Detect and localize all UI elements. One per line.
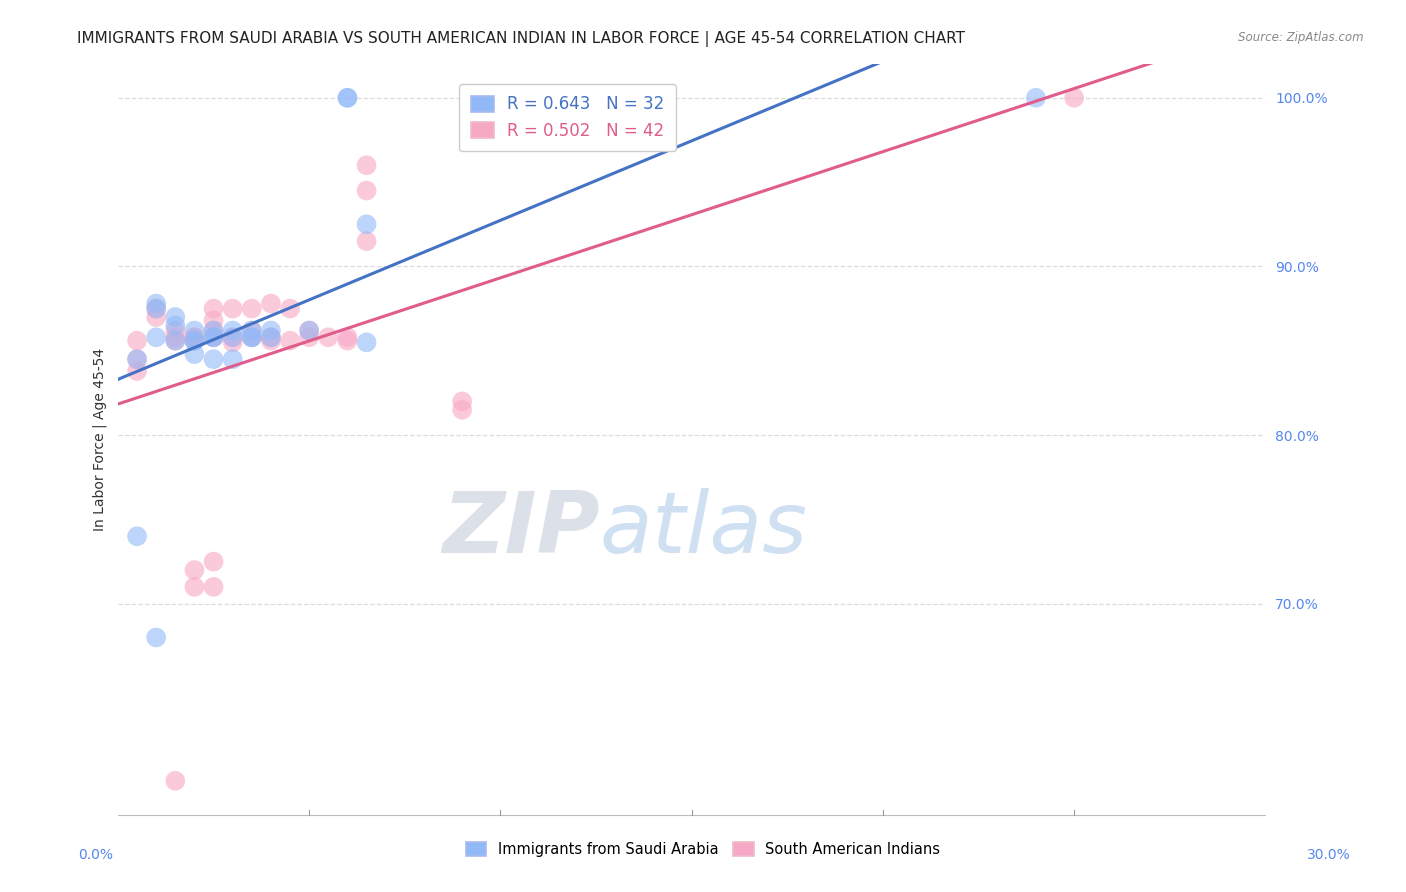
Point [298,330,321,344]
Point [125,529,148,543]
Point [356,335,378,350]
Point [202,324,225,338]
Point [356,234,378,248]
Point [183,334,205,348]
Point [165,334,187,348]
Point [125,352,148,367]
Text: ZIP: ZIP [443,488,600,571]
Point [240,330,263,344]
Point [356,158,378,172]
Point [451,394,474,409]
Point [202,330,225,344]
Legend: Immigrants from Saudi Arabia, South American Indians: Immigrants from Saudi Arabia, South Amer… [460,836,946,863]
Point [202,324,225,338]
Text: 0.0%: 0.0% [79,847,112,862]
Point [202,352,225,367]
Point [643,91,665,105]
Point [260,330,283,344]
Point [165,330,187,344]
Point [145,296,167,310]
Point [145,301,167,316]
Point [451,402,474,417]
Point [260,296,283,310]
Point [318,330,340,344]
Point [202,330,225,344]
Point [240,301,263,316]
Point [202,301,225,316]
Point [336,334,359,348]
Point [165,318,187,333]
Point [145,631,167,645]
Point [298,324,321,338]
Text: IMMIGRANTS FROM SAUDI ARABIA VS SOUTH AMERICAN INDIAN IN LABOR FORCE | AGE 45-54: IMMIGRANTS FROM SAUDI ARABIA VS SOUTH AM… [77,31,966,47]
Point [221,324,243,338]
Point [336,91,359,105]
Text: atlas: atlas [600,488,808,571]
Point [125,334,148,348]
Point [278,301,301,316]
Point [240,324,263,338]
Point [145,301,167,316]
Point [260,330,283,344]
Text: Source: ZipAtlas.com: Source: ZipAtlas.com [1239,31,1364,45]
Point [221,352,243,367]
Point [221,335,243,350]
Point [260,334,283,348]
Point [260,324,283,338]
Point [336,91,359,105]
Point [221,330,243,344]
Point [165,773,187,788]
Point [202,555,225,569]
Point [183,324,205,338]
Point [1025,91,1047,105]
Point [221,301,243,316]
Point [356,217,378,231]
Point [183,347,205,361]
Point [125,364,148,378]
Point [202,330,225,344]
Point [183,330,205,344]
Point [278,334,301,348]
Point [1063,91,1085,105]
Point [165,334,187,348]
Legend: R = 0.643   N = 32, R = 0.502   N = 42: R = 0.643 N = 32, R = 0.502 N = 42 [458,84,676,152]
Point [183,580,205,594]
Point [165,310,187,324]
Point [240,330,263,344]
Point [183,334,205,348]
Text: 30.0%: 30.0% [1306,847,1351,862]
Point [145,310,167,324]
Y-axis label: In Labor Force | Age 45-54: In Labor Force | Age 45-54 [93,348,107,531]
Point [221,330,243,344]
Point [240,324,263,338]
Point [336,330,359,344]
Point [202,580,225,594]
Point [356,184,378,198]
Point [202,313,225,327]
Point [298,324,321,338]
Point [183,334,205,348]
Point [145,330,167,344]
Point [125,352,148,367]
Point [240,330,263,344]
Point [183,563,205,577]
Point [183,330,205,344]
Point [165,324,187,338]
